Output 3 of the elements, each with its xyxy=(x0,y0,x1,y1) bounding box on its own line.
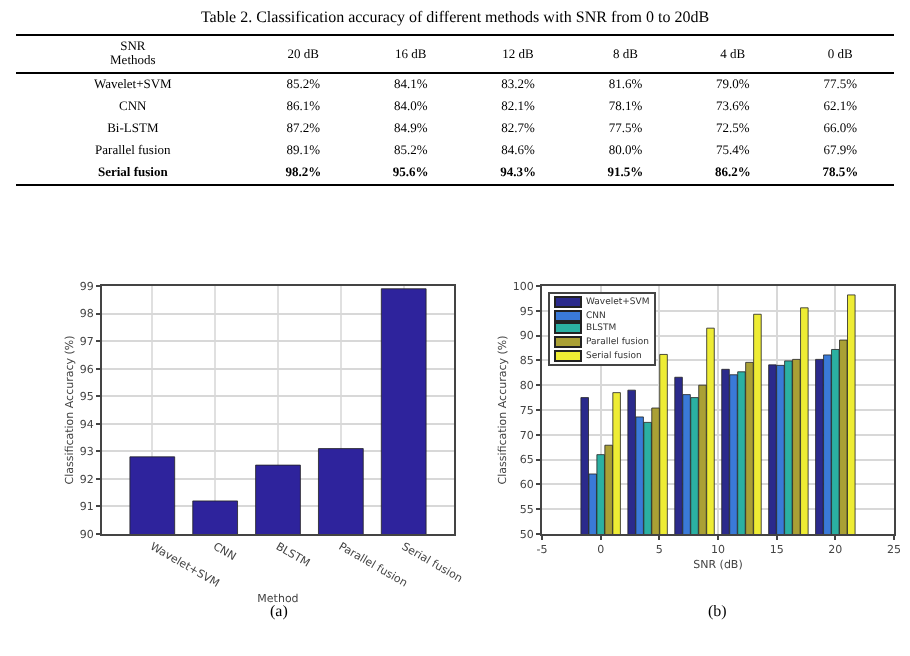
text: (a) xyxy=(270,602,289,620)
chart-title: Table 2. Classification accuracy of different methods with SNR from 0 to 20dB xyxy=(198,8,712,26)
text: (b) xyxy=(708,602,728,620)
